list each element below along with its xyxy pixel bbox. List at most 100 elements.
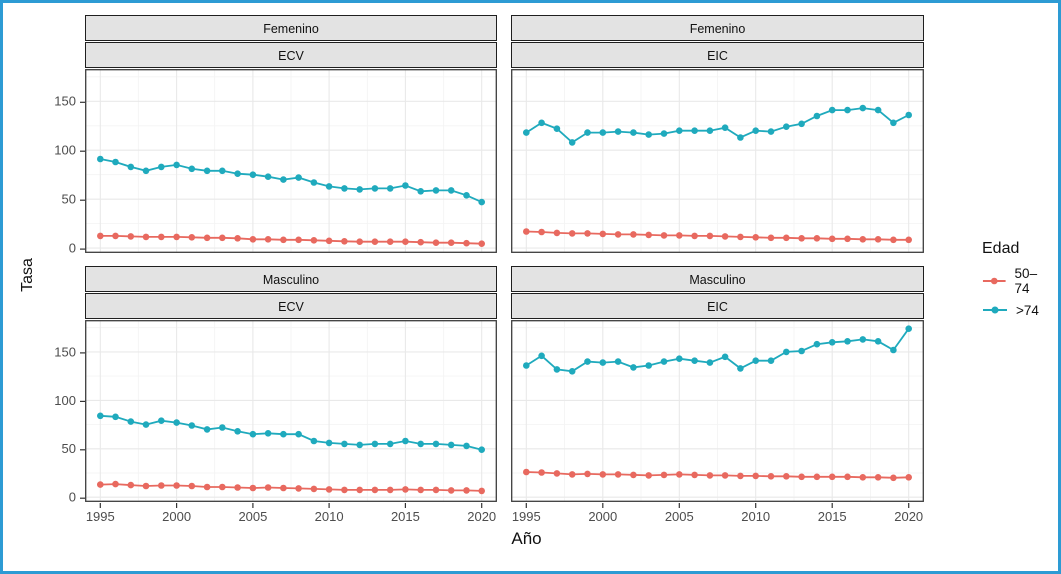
data-point [752,127,759,134]
series-50-74 [97,232,486,247]
data-point [767,357,775,364]
data-point [538,352,545,360]
data-point [676,232,683,239]
data-point [737,233,744,241]
data-point [752,234,759,241]
data-point [660,471,668,479]
data-point [721,124,729,131]
legend-item-74: >74 [982,303,1050,318]
data-point [264,236,272,243]
data-point [706,359,714,366]
facet-strip-col-label: ECV [85,42,497,68]
data-point [813,112,821,120]
data-point [432,187,440,194]
data-point [463,487,470,494]
data-point [234,484,241,491]
data-point [249,484,257,492]
data-point [614,128,622,135]
panel-border [511,69,924,253]
gridlines [511,69,924,253]
data-point [417,440,425,448]
data-point [356,238,364,245]
data-point [325,237,333,245]
data-point [432,440,440,448]
data-point [188,482,196,490]
data-point [371,440,379,448]
data-point [234,235,241,242]
data-point [828,339,836,346]
data-point [568,471,576,478]
data-point [783,123,790,130]
x-tick-label: 1995 [512,509,541,524]
data-point [798,120,805,128]
facet-panel-masculino-ecv: Masculino ECV [85,266,497,503]
data-point [325,439,333,447]
data-point [905,111,912,119]
data-point [783,234,790,242]
data-point [234,428,241,435]
data-point [219,424,226,431]
data-point [310,179,318,186]
y-tick-label: 0 [69,241,76,254]
data-point [691,357,698,364]
data-point [173,161,180,169]
data-point [295,174,302,181]
facet-strip-col-label: EIC [511,42,924,68]
data-point [280,236,287,244]
y-axis-masculino: 0 50 100 150 [54,344,85,503]
data-point [371,185,379,192]
data-point [142,167,150,175]
data-point [97,412,104,420]
data-point [630,231,637,238]
panel-border [511,320,924,502]
series-50-74 [523,228,912,244]
data-point [813,340,821,348]
data-point [706,472,714,479]
x-tick-label: 2010 [741,509,770,524]
data-point [310,237,318,244]
data-point [645,472,652,479]
data-point [112,480,119,488]
data-point [523,362,530,369]
y-tick-label: 50 [62,441,76,456]
data-point [584,358,591,365]
data-point [478,240,486,247]
series-74 [523,325,912,375]
data-point [630,364,637,371]
data-point [614,358,622,365]
data-point [538,119,545,127]
x-tick-label: 2005 [665,509,694,524]
y-tick-label: 0 [69,490,76,503]
data-point [645,362,652,369]
data-point [752,357,759,364]
data-point [630,471,637,479]
data-point [295,430,302,438]
data-point [142,421,150,428]
series-50-74 [97,480,486,495]
data-point [737,365,744,372]
data-point [767,128,775,135]
data-point [767,234,775,242]
data-point [295,236,302,244]
data-point [295,485,302,492]
data-point [553,125,561,132]
panel-plot-masculino-eic [511,320,924,502]
data-point [142,233,150,241]
x-tick-label: 2020 [467,509,496,524]
data-point [676,127,683,134]
data-point [173,482,180,489]
x-tick-label: 2010 [315,509,344,524]
data-point [356,441,364,449]
data-point [112,413,119,421]
y-tick-label: 50 [62,192,76,207]
data-point [280,176,287,183]
x-axis-eic-wrap: 1995 2000 2005 2010 2015 2020 [511,503,924,527]
data-point [97,481,104,488]
data-point [158,233,165,241]
data-point [905,325,912,332]
data-point [203,234,211,242]
data-point [112,232,119,240]
data-point [706,232,714,240]
data-point [188,422,196,429]
